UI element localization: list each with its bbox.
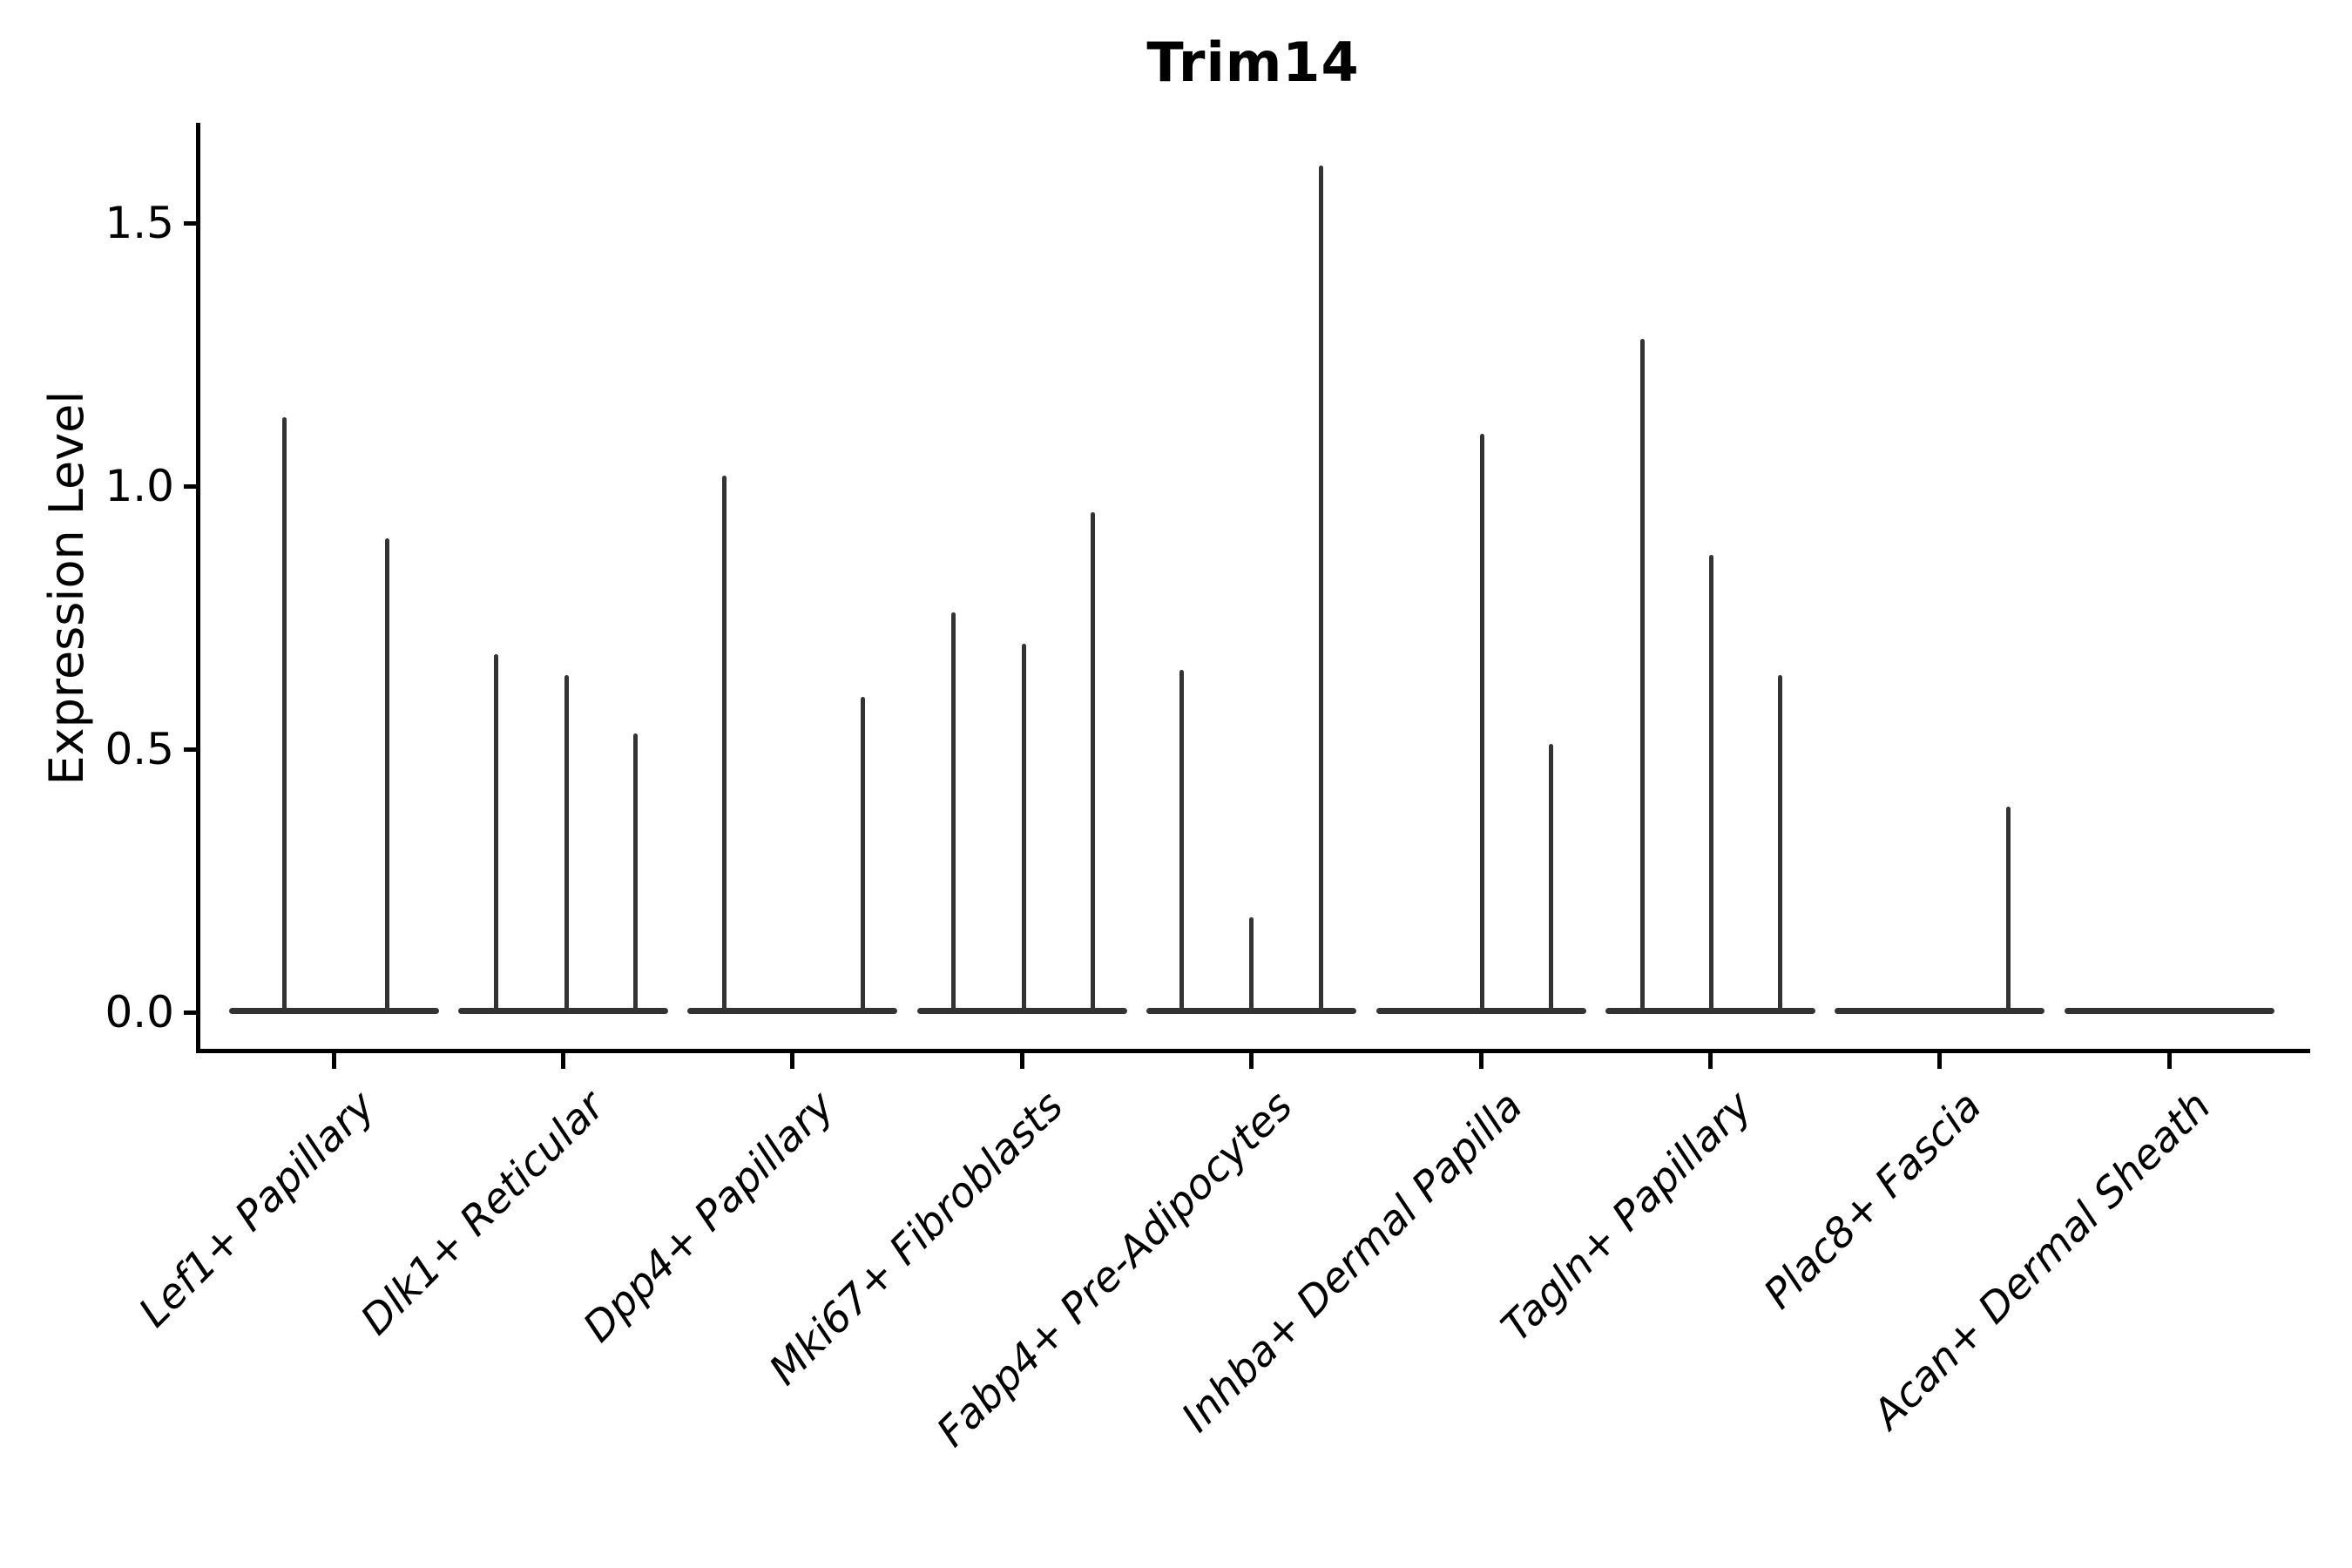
x-axis-tick: [560, 1053, 565, 1069]
violin-spike: [493, 654, 498, 1012]
y-axis-tick-label: 0.0: [105, 987, 174, 1037]
violin-baseline: [457, 1008, 668, 1014]
violin-baseline: [2064, 1008, 2274, 1014]
x-axis-tick: [1707, 1053, 1713, 1069]
y-axis-tick-label: 0.5: [105, 724, 174, 774]
violin-spike: [1708, 554, 1713, 1012]
violin-spike: [1479, 433, 1484, 1012]
y-axis-tick: [184, 747, 196, 752]
violin-spike: [2006, 807, 2011, 1012]
x-axis-tick-label: Tagln+ Papillary: [1491, 1082, 1761, 1352]
x-axis-tick: [1249, 1053, 1254, 1069]
y-axis-spine: [196, 123, 200, 1053]
violin-spike: [1021, 644, 1026, 1012]
y-axis-tick: [184, 220, 196, 226]
x-axis-spine: [196, 1049, 2310, 1053]
x-axis-tick-label: Lef1+ Papillary: [130, 1082, 385, 1337]
violin-baseline: [228, 1008, 439, 1014]
violin-spike: [950, 612, 956, 1012]
x-axis-tick: [331, 1053, 336, 1069]
violin-spike: [384, 538, 389, 1012]
x-axis-tick-label: Plac8+ Fascia: [1754, 1082, 1990, 1319]
x-axis-tick-label: Dlk1+ Reticular: [351, 1082, 614, 1345]
x-axis-tick: [1478, 1053, 1484, 1069]
y-axis-tick-label: 1.5: [105, 198, 174, 248]
x-axis-tick: [1019, 1053, 1024, 1069]
violin-baseline: [1835, 1008, 2045, 1014]
chart-title: Trim14: [1146, 30, 1360, 94]
x-axis-tick: [2166, 1053, 2172, 1069]
violin-spike: [1179, 670, 1185, 1012]
x-axis-tick: [790, 1053, 795, 1069]
violin-spike: [1249, 917, 1254, 1012]
y-axis-title: Expression Level: [39, 390, 94, 786]
violin-spike: [1090, 512, 1095, 1012]
violin-spike: [632, 733, 638, 1012]
x-axis-tick-label: Dpp4+ Papillary: [573, 1082, 843, 1352]
violin-spike: [1548, 743, 1553, 1012]
y-axis-tick: [184, 1010, 196, 1015]
violin-spike: [564, 675, 569, 1012]
violin-spike: [1319, 165, 1324, 1012]
y-axis-tick: [184, 483, 196, 489]
violin-spike: [281, 417, 287, 1012]
violin-spike: [722, 475, 727, 1012]
violin-spike: [1777, 675, 1782, 1012]
violin-spike: [1639, 338, 1645, 1012]
y-axis-tick-label: 1.0: [105, 461, 174, 511]
violin-baseline: [687, 1008, 898, 1014]
x-axis-tick: [1937, 1053, 1943, 1069]
violin-spike: [861, 696, 866, 1012]
